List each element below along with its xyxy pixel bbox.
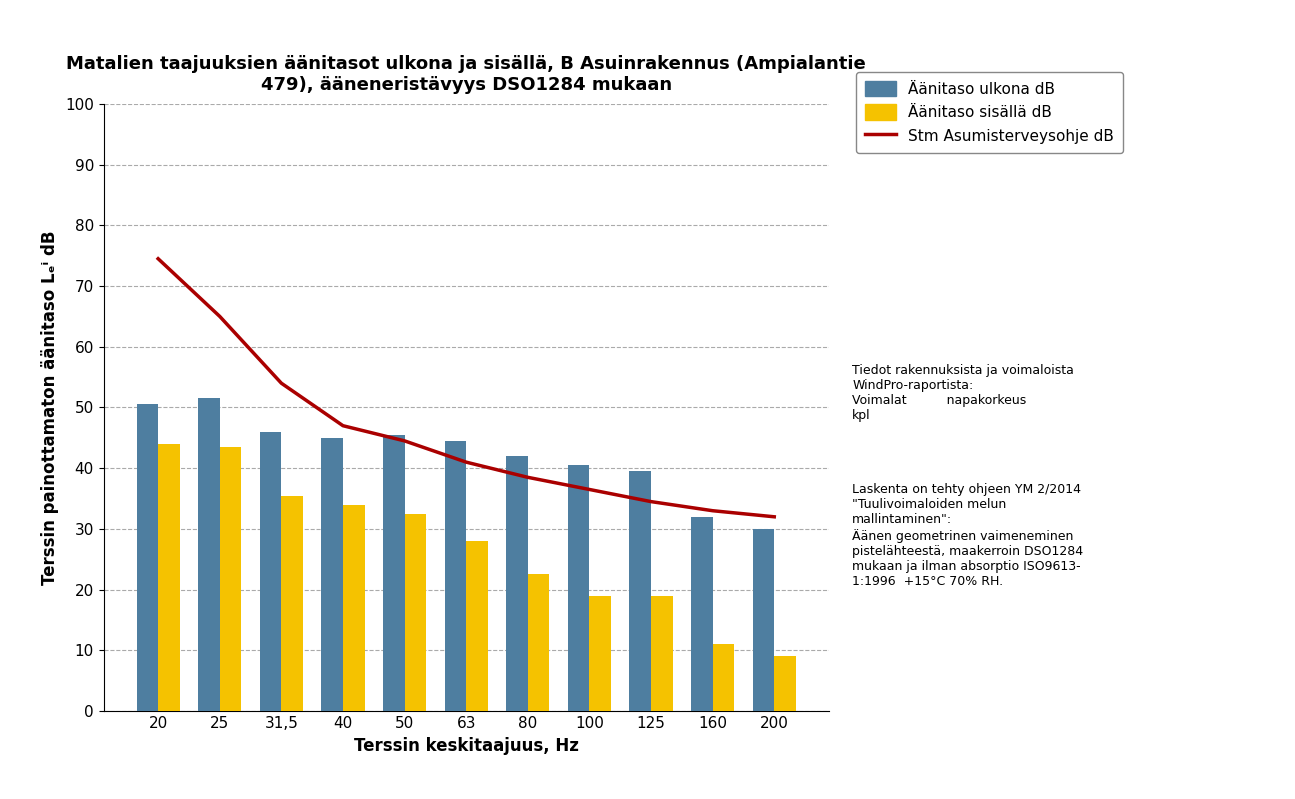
Bar [343,505,364,711]
Bar [466,541,488,711]
Bar [321,438,343,711]
Text: Laskenta on tehty ohjeen YM 2/2014
"Tuulivoimaloiden melun
mallintaminen":
Äänen: Laskenta on tehty ohjeen YM 2/2014 "Tuul… [852,483,1083,587]
Bar [528,574,549,711]
Bar [506,456,528,711]
Title: Matalien taajuuksien äänitasot ulkona ja sisällä, B Asuinrakennus (Ampialantie
4: Matalien taajuuksien äänitasot ulkona ja… [66,55,866,94]
Bar [383,435,404,711]
X-axis label: Terssin keskitaajuus, Hz: Terssin keskitaajuus, Hz [354,737,579,754]
Bar [444,441,466,711]
Bar [281,495,303,711]
Bar [220,447,241,711]
Bar [692,517,712,711]
Y-axis label: Terssin painottamaton äänitaso Lₑⁱ dB: Terssin painottamaton äänitaso Lₑⁱ dB [41,230,60,585]
Bar [158,444,180,711]
Bar [569,465,589,711]
Bar [198,399,220,711]
Bar [629,471,651,711]
Legend: Äänitaso ulkona dB, Äänitaso sisällä dB, Stm Asumisterveysohje dB: Äänitaso ulkona dB, Äänitaso sisällä dB,… [856,72,1123,153]
Bar [774,657,796,711]
Bar [651,596,672,711]
Bar [589,596,611,711]
Text: Tiedot rakennuksista ja voimaloista
WindPro-raportista:
Voimalat          napako: Tiedot rakennuksista ja voimaloista Wind… [852,364,1074,422]
Bar [136,404,158,711]
Bar [404,514,426,711]
Bar [712,644,734,711]
Bar [752,529,774,711]
Bar [260,431,281,711]
